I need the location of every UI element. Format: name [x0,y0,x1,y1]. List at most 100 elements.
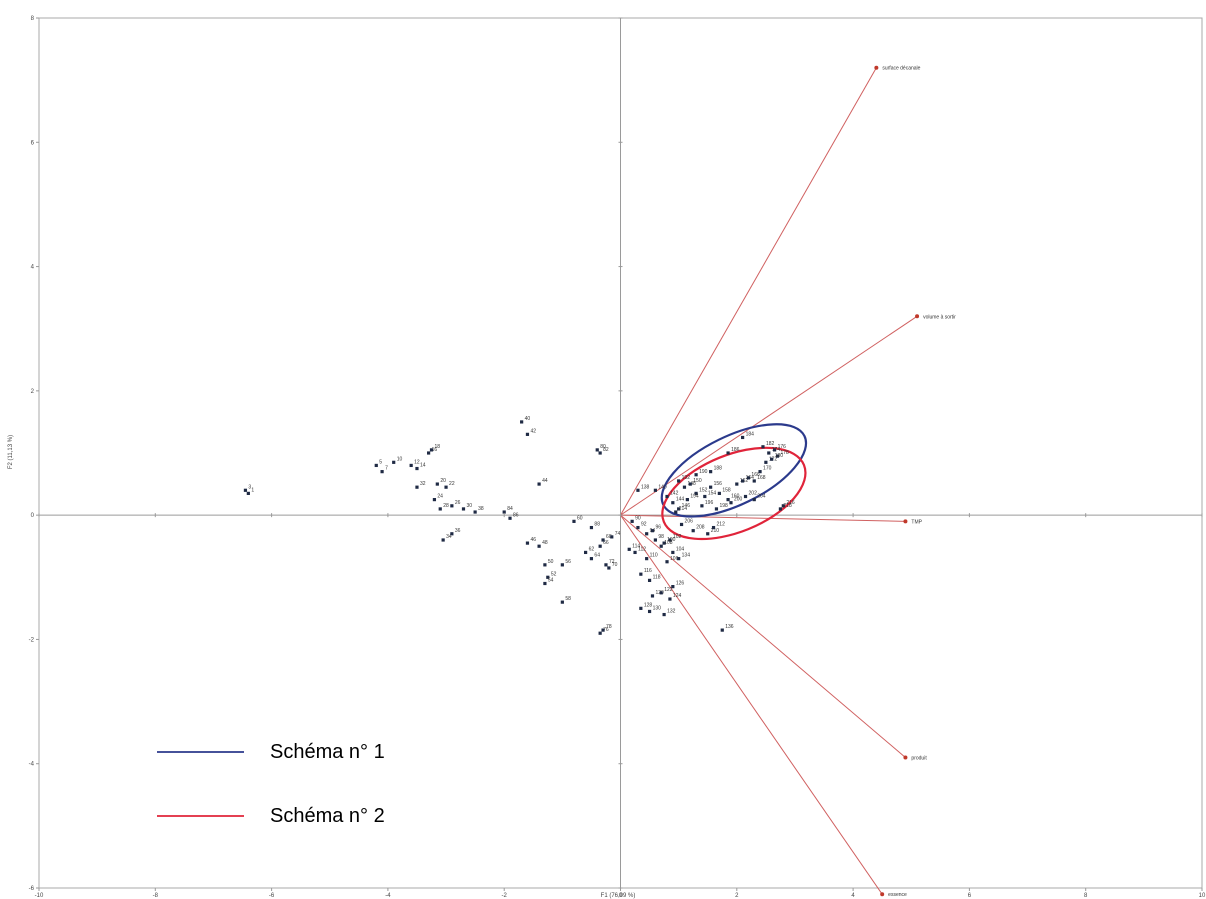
observation-label: 44 [542,478,548,484]
observation-label: 158 [722,487,731,493]
observation-label: 200 [734,497,743,503]
observation-label: 18 [435,444,441,450]
observation-label: 7 [385,466,388,472]
observation-point [525,541,530,545]
observation-point [543,563,547,567]
observation-label: 54 [548,578,554,584]
observation-point [546,575,550,579]
observation-point [781,504,785,508]
observation-point [450,532,454,536]
observation-point [665,560,669,564]
observation-point [659,544,663,548]
observation-point [584,550,588,555]
legend: Schéma n° 1 Schéma n° 2 [157,741,385,827]
observation-point [694,491,698,495]
observation-point [668,538,672,542]
observation-label: 130 [653,605,662,611]
observation-point [682,485,687,489]
observation-label: 212 [717,522,726,528]
observation-label: 156 [714,481,723,487]
observation-point [709,485,713,489]
observation-label: 38 [478,506,484,512]
observation-label: 146 [682,503,691,509]
observation-point [714,507,719,511]
observation-point [444,485,448,489]
vector-label: produit [911,756,927,762]
observation-label: 96 [655,525,661,531]
observation-label: 90 [635,515,641,521]
observation-point [659,591,663,595]
observation-point [688,482,692,486]
y-tick-label: 4 [31,265,35,271]
observation-point [668,597,672,601]
observation-label: 186 [731,447,740,453]
observation-point [589,557,594,561]
observation-label: 152 [699,487,708,493]
x-tick-label: 6 [968,893,972,899]
observation-point [662,541,666,545]
observation-point [761,445,765,449]
observation-label: 92 [641,522,647,528]
observation-point [650,594,655,598]
observation-label: 108 [664,540,673,546]
vector-label: surface décanale [882,66,920,72]
observation-point [598,544,602,548]
observation-point [772,448,777,452]
x-tick-label: -4 [385,893,391,899]
legend-label: Schéma n° 2 [270,805,385,827]
observation-point [627,547,631,551]
x-tick-label: 4 [851,893,855,899]
observation-label: 12 [414,459,420,465]
observation-point [595,448,599,452]
observation-point [537,544,541,548]
observation-label: 166 [751,472,760,478]
vectors-layer: surface décanale volume à sortir TMP produi… [620,65,956,898]
observation-label: 124 [673,593,682,599]
observation-label: 104 [676,546,685,552]
observation-point [741,479,745,483]
observation-label: 188 [714,466,723,472]
observation-point [735,482,739,486]
observation-point [543,581,547,586]
observation-label: 40 [525,416,531,422]
loading-vector [620,315,918,516]
observation-point [770,457,774,461]
x-tick-label: 10 [1199,893,1206,899]
observation-point [711,525,716,530]
loading-vector [620,514,906,758]
observation-label: 70 [612,562,618,568]
observation-point [729,501,733,505]
observation-label: 202 [749,491,758,497]
observation-point [429,448,434,452]
observation-label: 52 [551,571,557,577]
observation-label: 196 [705,500,714,506]
observation-label: 48 [542,540,548,546]
observation-point [726,451,730,455]
observation-point [645,532,649,536]
observation-point [560,563,564,567]
vector-endpoint [915,314,920,319]
observation-point [639,572,643,576]
vector-endpoint [880,892,885,897]
observation-point [435,482,439,486]
observation-point [604,563,608,567]
observation-point [525,432,530,436]
observation-label: 210 [711,528,720,534]
observation-point [415,466,419,471]
observation-point [647,578,652,582]
observation-label: 160 [731,494,740,500]
observation-label: 136 [725,624,734,630]
observation-point [243,488,248,492]
observation-point [589,525,594,530]
observation-point [246,491,250,495]
observation-point [598,451,602,455]
observation-point [630,519,634,523]
observation-point [671,585,675,589]
observation-point [610,535,614,539]
observation-point [653,538,657,542]
observation-point [572,519,576,523]
observation-label: 138 [641,484,650,490]
observation-label: 114 [632,543,640,549]
